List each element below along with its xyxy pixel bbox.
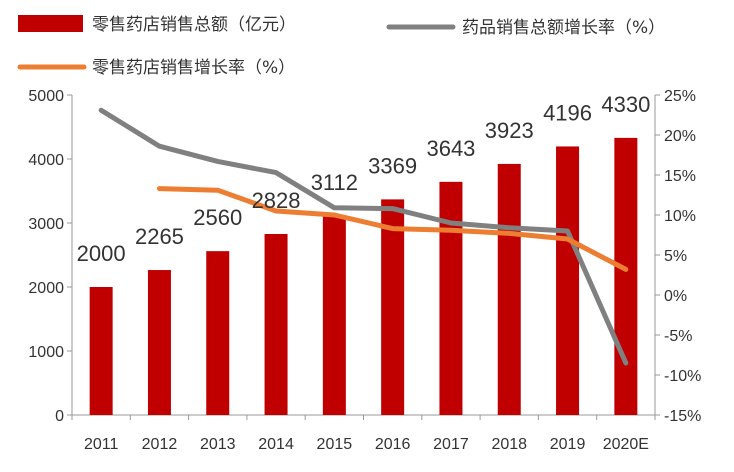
line-series [98,107,629,366]
bar-data-label: 3643 [426,136,475,161]
x-tick-label: 2014 [258,436,294,453]
x-tick-label: 2016 [375,436,411,453]
x-tick-label: 2012 [142,436,178,453]
left-axis-ticks: 0 1000 2000 3000 4000 5000 [28,88,72,425]
right-tick-label: -10% [664,368,701,385]
bar [556,146,580,415]
bar-data-label: 3112 [311,170,358,195]
right-tick-label: -5% [664,328,692,345]
pharmacy-growth-line [156,186,629,272]
bar [381,199,405,415]
bar [89,287,113,415]
x-tick-label: 2018 [491,436,527,453]
x-tick-label: 2015 [317,436,353,453]
legend-swatch-bar [18,15,83,32]
x-tick-label: 2013 [200,436,236,453]
legend: 零售药店销售总额（亿元） 药品销售总额增长率（%） 零售药店销售增长率（%） [17,15,665,78]
right-tick-label: 20% [664,128,696,145]
right-tick-label: 0% [664,288,687,305]
bar-data-labels: 2000 2265 2560 2828 3112 3369 3643 3923 4196 4330 [77,92,651,266]
right-tick-label: 25% [664,88,696,105]
bar-data-label: 3923 [485,118,534,143]
bar [147,270,171,415]
bar [497,163,521,415]
x-tick-label: 2017 [433,436,469,453]
bar [614,137,638,415]
right-axis-ticks: -15% -10% -5% 0% 5% 10% 15% 20% 25% [655,88,701,425]
bar-data-label: 2828 [252,188,301,213]
bar [206,251,230,415]
bar [322,215,346,415]
bar-data-label: 3369 [368,153,417,178]
right-tick-label: -15% [664,408,701,425]
bar-data-label: 2560 [193,205,242,230]
right-tick-label: 5% [664,248,687,265]
legend-label-pharmacy-growth: 零售药店销售增长率（%） [92,58,295,78]
bar-series [89,137,638,415]
right-tick-label: 15% [664,168,696,185]
left-tick-label: 2000 [28,280,64,297]
bar-data-label: 4330 [601,92,650,117]
legend-label-sales: 零售药店销售总额（亿元） [92,15,296,35]
bar-data-label: 2000 [77,241,126,266]
left-tick-label: 1000 [28,344,64,361]
x-tick-label: 2020E [603,436,649,453]
legend-label-drug-growth: 药品销售总额增长率（%） [462,18,665,38]
right-tick-label: 10% [664,208,696,225]
x-tick-label: 2011 [84,436,119,453]
x-axis-ticks: 2011 2012 2013 2014 2015 2016 2017 2018 2019 2020… [71,415,656,453]
bar [264,234,288,415]
bar-data-label: 2265 [135,224,184,249]
left-tick-label: 4000 [28,152,64,169]
left-tick-label: 3000 [28,216,64,233]
drug-growth-line [98,107,629,366]
left-tick-label: 0 [55,408,64,425]
left-tick-label: 5000 [28,88,64,105]
x-tick-label: 2019 [550,436,586,453]
bar [439,181,463,415]
bar-data-label: 4196 [543,100,592,125]
